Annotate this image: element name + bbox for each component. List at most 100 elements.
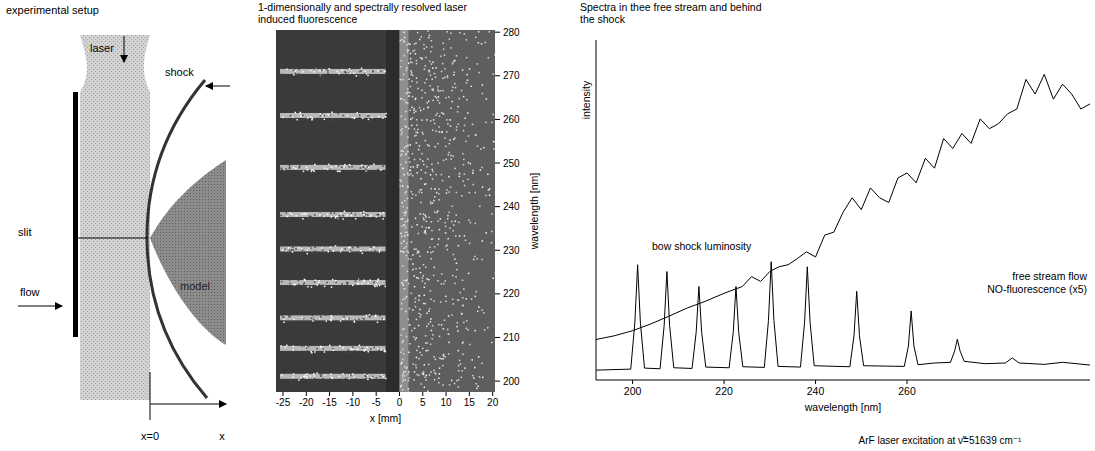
speckle xyxy=(424,287,426,289)
grain xyxy=(358,246,360,248)
grain xyxy=(366,118,368,120)
speckle xyxy=(423,213,425,215)
speckle xyxy=(426,227,428,229)
speckle xyxy=(400,79,402,81)
grain xyxy=(364,167,366,169)
grain xyxy=(346,352,348,354)
grain xyxy=(298,280,300,282)
grain xyxy=(335,282,337,284)
grain xyxy=(383,319,385,321)
speckle xyxy=(464,235,466,237)
speckle xyxy=(408,391,410,392)
speckle xyxy=(462,354,464,356)
grain xyxy=(358,319,360,321)
speckle xyxy=(466,99,468,101)
grain xyxy=(342,318,344,320)
speckle xyxy=(399,179,401,181)
grain xyxy=(295,70,297,72)
grain xyxy=(376,351,378,353)
grain xyxy=(342,347,344,349)
grain xyxy=(289,164,291,166)
speckle xyxy=(431,221,433,223)
speckle xyxy=(417,167,419,169)
grain xyxy=(304,279,306,281)
speckle xyxy=(406,146,408,148)
speckle xyxy=(443,328,445,330)
grain xyxy=(370,214,372,216)
grain xyxy=(293,70,295,72)
speckle xyxy=(425,335,427,337)
grain xyxy=(342,379,344,381)
speckle xyxy=(450,125,452,127)
speckle xyxy=(401,202,403,204)
grain xyxy=(313,317,315,319)
speckle xyxy=(422,275,424,277)
grain xyxy=(309,215,311,217)
grain xyxy=(293,167,295,169)
speckle xyxy=(434,146,436,148)
speckle xyxy=(473,259,475,261)
speckle xyxy=(440,218,442,220)
axis-title: wavelength [nm] xyxy=(804,401,882,413)
x-tick-label: 5 xyxy=(420,397,426,408)
grain xyxy=(285,168,287,170)
speckle xyxy=(427,106,429,108)
grain xyxy=(285,250,287,252)
speckle xyxy=(406,232,408,234)
speckle xyxy=(420,202,422,204)
speckle xyxy=(430,298,432,300)
grain xyxy=(319,75,321,77)
grain xyxy=(284,346,286,348)
speckle xyxy=(431,40,433,42)
speckle xyxy=(488,57,490,59)
speckle xyxy=(408,371,410,373)
grain xyxy=(365,214,367,216)
grain xyxy=(309,247,311,249)
speckle xyxy=(451,380,453,382)
grain xyxy=(377,322,379,324)
speckle xyxy=(400,251,402,253)
grain xyxy=(300,112,302,114)
speckle xyxy=(424,283,426,285)
grain xyxy=(345,72,347,74)
speckle xyxy=(430,203,432,205)
grain xyxy=(342,251,344,253)
speckle xyxy=(415,339,417,341)
grain xyxy=(293,319,295,321)
grain xyxy=(341,70,343,72)
speckle xyxy=(428,100,430,102)
speckle xyxy=(467,112,469,114)
grain xyxy=(352,373,354,375)
plot-lines xyxy=(596,74,1090,370)
grain xyxy=(357,283,359,285)
grain xyxy=(335,245,337,247)
grain xyxy=(370,348,372,350)
speckle xyxy=(448,96,450,98)
grain xyxy=(310,321,312,323)
speckle xyxy=(402,79,404,81)
grain xyxy=(344,211,346,213)
speckle xyxy=(413,336,415,338)
speckle xyxy=(446,189,448,191)
speckle xyxy=(443,160,445,162)
speckle xyxy=(431,188,433,190)
grain xyxy=(355,214,357,216)
speckle xyxy=(447,77,449,79)
speckle xyxy=(406,207,408,209)
speckle xyxy=(442,384,444,386)
speckle xyxy=(402,359,404,361)
speckle xyxy=(417,132,419,134)
speckle xyxy=(401,153,403,155)
speckle xyxy=(464,33,466,35)
grain xyxy=(327,72,329,74)
speckle xyxy=(450,186,452,188)
speckle xyxy=(432,171,434,173)
speckle xyxy=(408,352,410,354)
speckle xyxy=(438,96,440,98)
speckle xyxy=(444,137,446,139)
grain xyxy=(369,316,371,318)
speckle xyxy=(437,100,439,102)
shock-curve xyxy=(147,80,207,398)
grain xyxy=(380,70,382,72)
grain xyxy=(286,252,288,254)
